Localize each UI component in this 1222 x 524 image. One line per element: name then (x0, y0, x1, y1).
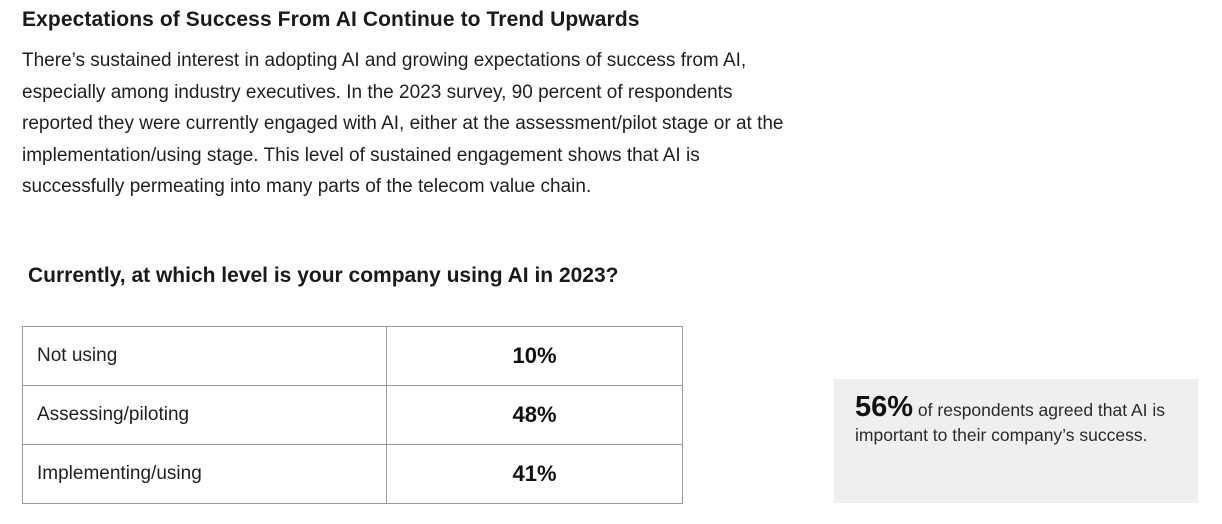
row-label: Assessing/piloting (22, 385, 387, 445)
table-row: Assessing/piloting 48% (22, 385, 683, 445)
callout-text: 56% of respondents agreed that AI is imp… (855, 393, 1178, 448)
row-value: 48% (386, 385, 683, 445)
stat-callout: 56% of respondents agreed that AI is imp… (834, 379, 1198, 503)
row-value: 10% (386, 326, 683, 386)
row-value: 41% (386, 444, 683, 504)
section-heading: Expectations of Success From AI Continue… (22, 8, 640, 31)
survey-results-table: Not using 10% Assessing/piloting 48% Imp… (22, 326, 683, 504)
callout-stat: 56% (855, 391, 914, 423)
survey-question: Currently, at which level is your compan… (28, 264, 619, 287)
table-row: Not using 10% (22, 326, 683, 386)
body-paragraph: There’s sustained interest in adopting A… (22, 50, 784, 198)
row-label: Implementing/using (22, 444, 387, 504)
callout-description: of respondents agreed that AI is importa… (855, 400, 1166, 445)
row-label: Not using (22, 326, 387, 386)
table-row: Implementing/using 41% (22, 444, 683, 504)
